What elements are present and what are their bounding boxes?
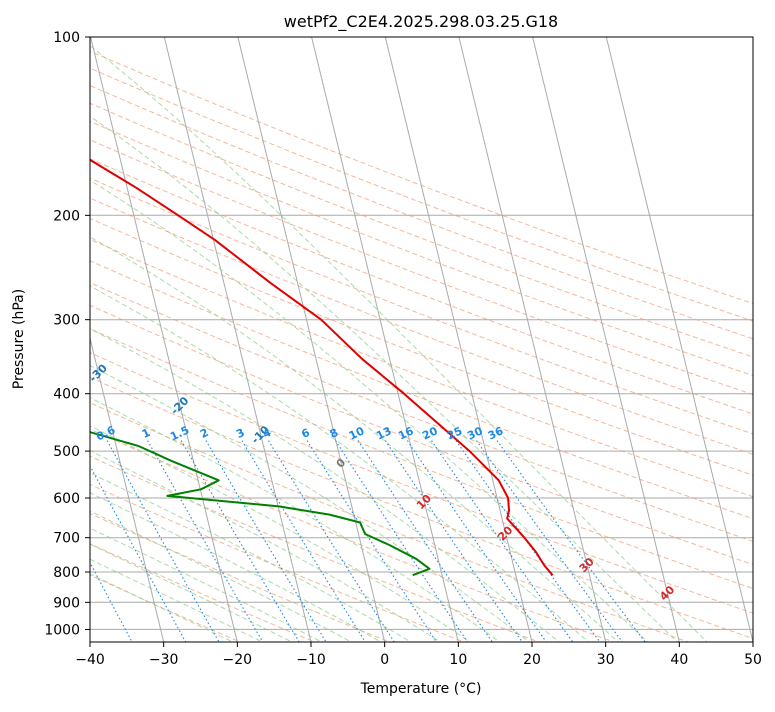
x-tick-label: 30 xyxy=(597,652,615,668)
dry-adiabat-line xyxy=(90,177,753,435)
plot-area: -100-90-80-70-60-50-40-30-20-10010203040… xyxy=(90,37,753,642)
x-tick-label: −10 xyxy=(296,652,326,668)
x-tick-label: −40 xyxy=(75,652,105,668)
mixing-ratio-line xyxy=(476,440,624,642)
y-tick-label: 400 xyxy=(53,387,80,403)
mixing-ratio-label: 20 xyxy=(420,424,440,442)
mixing-ratio-label: 36 xyxy=(486,424,506,442)
x-tick-label: −30 xyxy=(149,652,179,668)
mixing-ratio-label: 16 xyxy=(396,424,416,442)
chart-title: wetPf2_C2E4.2025.298.03.25.G18 xyxy=(284,12,558,32)
dry-adiabat-line xyxy=(90,139,753,396)
x-tick-label: 0 xyxy=(380,652,389,668)
dry-adiabat-line xyxy=(90,50,753,305)
mixing-ratio-line xyxy=(384,440,523,642)
isotherm-line xyxy=(90,37,238,642)
mixing-ratio-line xyxy=(406,440,547,642)
isotherm-line xyxy=(384,37,533,642)
isotherm-line xyxy=(237,37,386,642)
dewpoint-profile-line xyxy=(90,431,431,577)
x-tick-label: 10 xyxy=(449,652,467,668)
dry-adiabat-line xyxy=(90,197,753,455)
y-tick-label: 800 xyxy=(53,565,80,581)
plot-frame xyxy=(89,36,754,643)
mixing-ratio-line xyxy=(431,440,574,642)
y-tick-label: 600 xyxy=(53,491,80,507)
dry-adiabat-line xyxy=(90,304,753,566)
dry-adiabat-line xyxy=(90,238,753,498)
mixing-ratio-line xyxy=(335,440,469,642)
moist-adiabat-line xyxy=(90,236,620,642)
mixing-ratio-label: 10 xyxy=(347,424,367,442)
y-axis-title: Pressure (hPa) xyxy=(11,289,27,389)
isotherm-line xyxy=(163,37,312,642)
x-axis-title: Temperature (°C) xyxy=(360,681,482,697)
mixing-ratio-line xyxy=(106,440,220,642)
y-tick-label: 500 xyxy=(53,444,80,460)
dry-adiabat-line xyxy=(90,120,753,377)
dry-adiabat-line xyxy=(90,282,753,542)
isotherm-line xyxy=(605,37,753,642)
mixing-ratio-line xyxy=(205,440,327,642)
y-tick-label: 300 xyxy=(53,313,80,329)
x-tick-label: 40 xyxy=(670,652,688,668)
mixing-ratio-line xyxy=(357,440,493,642)
y-tick-label: 1000 xyxy=(44,622,80,638)
y-tick-label: 700 xyxy=(53,531,80,547)
y-tick-label: 200 xyxy=(53,208,80,224)
mixing-ratio-label: 25 xyxy=(445,424,464,442)
temperature-profile-line xyxy=(90,158,554,576)
x-tick-label: −20 xyxy=(223,652,253,668)
moist-adiabat-line xyxy=(90,179,649,642)
x-tick-label: 20 xyxy=(523,652,541,668)
isotherm-line xyxy=(458,37,607,642)
mixing-ratio-label: 13 xyxy=(374,424,393,442)
y-tick-label: 100 xyxy=(53,30,80,46)
mixing-ratio-line xyxy=(306,440,438,642)
y-tick-label: 900 xyxy=(53,595,80,611)
isotherm-line xyxy=(311,37,459,642)
mixing-ratio-label: 30 xyxy=(465,424,485,442)
dry-adiabat-line xyxy=(90,84,753,340)
x-axis: −40 −30 −20 −10 0 10 20 30 40 50 xyxy=(75,642,762,668)
isotherm-line xyxy=(532,37,680,642)
y-axis: 100 200 300 400 500 600 700 800 900 1000 xyxy=(44,30,90,638)
x-tick-label: 50 xyxy=(744,652,762,668)
dry-adiabat-line xyxy=(90,328,753,590)
mixing-ratio-line xyxy=(180,440,300,642)
